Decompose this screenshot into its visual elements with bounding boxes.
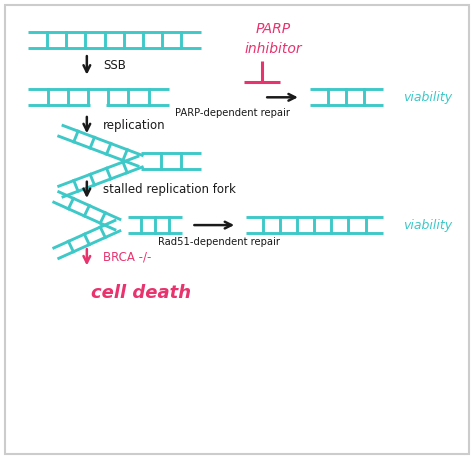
Text: Rad51-dependent repair: Rad51-dependent repair	[158, 237, 280, 247]
Text: stalled replication fork: stalled replication fork	[103, 183, 236, 196]
Text: inhibitor: inhibitor	[245, 42, 302, 56]
Text: PARP: PARP	[256, 22, 291, 36]
Text: PARP-dependent repair: PARP-dependent repair	[175, 108, 290, 118]
Text: viability: viability	[403, 91, 453, 104]
Text: replication: replication	[103, 118, 165, 132]
Text: SSB: SSB	[103, 59, 126, 72]
Text: BRCA -/-: BRCA -/-	[103, 251, 151, 264]
Text: cell death: cell death	[91, 285, 191, 302]
Text: viability: viability	[403, 218, 453, 232]
